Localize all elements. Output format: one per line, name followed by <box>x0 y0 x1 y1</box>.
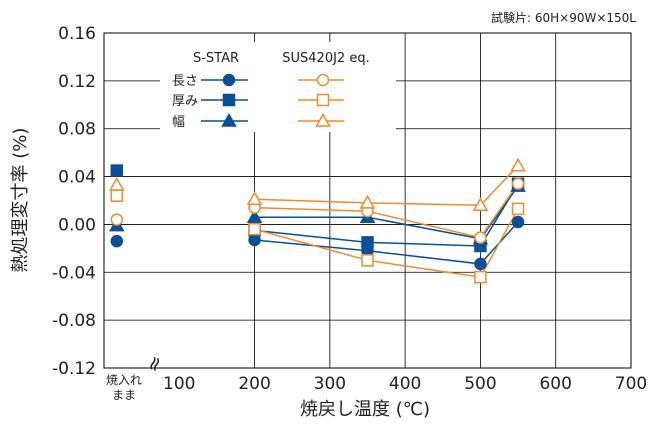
y-tick-label: -0.08 <box>52 311 96 331</box>
legend-label-thickness: 厚み <box>172 94 198 109</box>
legend-marker-0-0 <box>222 73 236 87</box>
series-point-4 <box>248 222 261 236</box>
series-point-4 <box>511 202 525 216</box>
legend-marker-0-1 <box>222 93 236 107</box>
axis-break-mark: ≈ <box>140 352 168 376</box>
x-tick-label: 700 <box>615 374 647 394</box>
series-point-3 <box>511 177 525 190</box>
legend-marker-1-0 <box>316 73 330 87</box>
series-point-5 <box>359 194 376 209</box>
series-point-3 <box>474 231 487 244</box>
y-tick-label: 0.00 <box>58 215 96 235</box>
y-tick-labels: 0.16 0.12 0.08 0.04 0.00 -0.04 -0.08 -0.12 <box>52 24 96 379</box>
series-point-5 <box>246 191 263 206</box>
as-quenched-point-0 <box>110 234 124 248</box>
series-point-1 <box>361 236 374 249</box>
series-line-2 <box>254 185 519 240</box>
x-tick-label: 300 <box>314 374 346 394</box>
series-point-2 <box>246 209 263 223</box>
x-tick-label: 400 <box>389 374 421 394</box>
y-tick-label: 0.12 <box>58 72 96 92</box>
x-tick-label: 200 <box>238 374 270 394</box>
as-quenched-point-3 <box>110 213 124 226</box>
series-line-1 <box>254 183 519 247</box>
legend-marker-0-2 <box>221 112 237 127</box>
y-tick-label: -0.04 <box>52 263 96 283</box>
series-line-5 <box>254 165 519 207</box>
series-point-4 <box>474 270 487 284</box>
x-tick-labels: 100 200 300 400 500 600 700 <box>163 374 647 394</box>
series-line-3 <box>254 183 519 239</box>
specimen-note: 試験片: 60H×90W×150L <box>491 10 636 25</box>
series-point-5 <box>510 157 526 172</box>
series-point-5 <box>472 197 489 212</box>
as-quenched-label-line2: まま <box>112 388 136 402</box>
x-tick-label: 500 <box>464 374 496 394</box>
series-point-0 <box>474 257 487 271</box>
legend-box <box>160 42 396 132</box>
series-layer <box>109 157 526 284</box>
plot-frame <box>103 32 632 369</box>
as-quenched-label-line1: 焼入れ <box>106 373 142 387</box>
y-tick-label: 0.16 <box>58 24 96 44</box>
series-line-4 <box>254 208 519 278</box>
legend-marker-1-2 <box>315 112 331 127</box>
legend-header-sus420j2: SUS420J2 eq. <box>282 51 369 66</box>
legend: S-STAR SUS420J2 eq. 長さ 厚み 幅 <box>172 51 370 130</box>
y-axis-title: 熱処理変寸率 (%) <box>10 128 31 273</box>
as-quenched-point-1 <box>110 164 124 177</box>
legend-label-width: 幅 <box>172 115 185 130</box>
as-quenched-point-5 <box>109 176 125 191</box>
gridlines <box>104 33 631 368</box>
legend-label-length: 長さ <box>172 74 198 89</box>
series-point-4 <box>361 254 374 267</box>
as-quenched-point-4 <box>110 189 124 202</box>
series-point-0 <box>511 215 525 229</box>
y-tick-label: 0.08 <box>58 120 96 140</box>
x-tick-label: 600 <box>539 374 571 394</box>
y-tick-label: -0.12 <box>52 359 96 379</box>
legend-header-s-star: S-STAR <box>193 51 239 66</box>
y-tick-label: 0.04 <box>58 168 96 188</box>
x-tick-label: 100 <box>163 374 195 394</box>
legend-marker-1-1 <box>316 93 330 107</box>
x-axis-title: 焼戻し温度 (℃) <box>300 399 430 420</box>
